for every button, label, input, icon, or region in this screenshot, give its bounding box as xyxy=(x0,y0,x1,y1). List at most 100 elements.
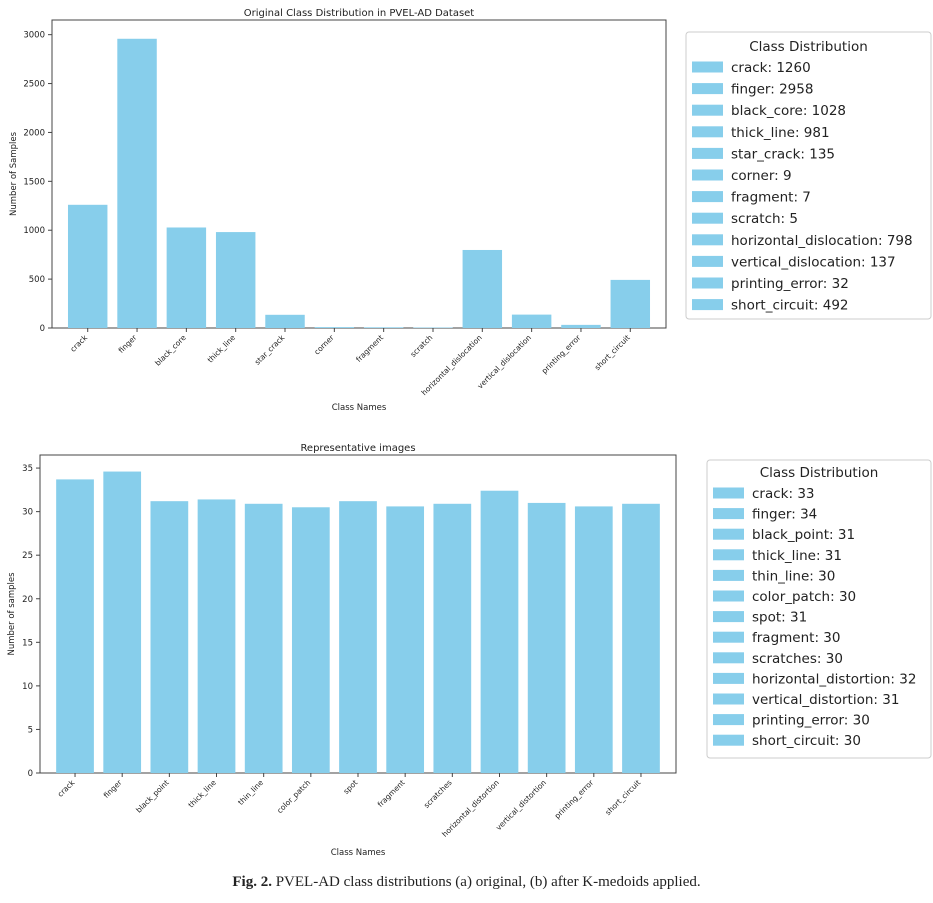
chart1-legend-swatch xyxy=(692,169,723,181)
chart2-bar-black_point xyxy=(150,501,189,773)
chart2-legend-swatch xyxy=(713,549,744,561)
chart1-bar-finger xyxy=(117,38,157,328)
chart2-xtick-label: finger xyxy=(102,777,125,800)
chart2-legend-swatch xyxy=(713,652,744,664)
chart1-legend-swatch xyxy=(692,83,723,95)
chart2-legend-entry: fragment: 30 xyxy=(752,630,840,646)
chart2-ytick-label: 25 xyxy=(22,551,33,561)
caption-label: Fig. 2. xyxy=(232,874,272,890)
chart1-bar-fragment xyxy=(363,327,404,328)
chart1-legend-swatch xyxy=(692,234,723,246)
chart2-xtick-label: short_circuit xyxy=(603,778,642,817)
chart2-legend-swatch xyxy=(713,672,744,684)
chart2-legend-swatch xyxy=(713,590,744,602)
chart1-legend-entry: vertical_dislocation: 137 xyxy=(731,254,896,270)
chart2-bar-spot xyxy=(339,501,377,773)
chart2-ytick-label: 5 xyxy=(28,725,33,735)
chart2-bar-finger xyxy=(103,471,142,773)
chart2-legend-title: Class Distribution xyxy=(760,465,879,481)
chart1-bar-black_core xyxy=(166,227,207,328)
chart2-legend-entry: scratches: 30 xyxy=(752,651,843,667)
chart2-legend-swatch xyxy=(713,611,744,623)
chart2-legend-frame xyxy=(706,459,932,759)
chart2-ytick-label: 20 xyxy=(22,595,33,605)
chart1-legend-entry: crack: 1260 xyxy=(731,60,811,76)
chart2-title: Representative images xyxy=(300,443,415,454)
chart2-xtick-label: fragment xyxy=(376,778,407,809)
chart2-xtick-label: thick_line xyxy=(186,778,218,810)
chart2-bar-horizontal_distortion xyxy=(480,490,519,773)
chart1-ytick-label: 1000 xyxy=(23,226,45,236)
chart1-legend-entry: finger: 2958 xyxy=(731,82,813,98)
chart1-bar-crack xyxy=(67,204,108,328)
chart1-xtick-label: corner xyxy=(312,332,336,356)
chart1-bar-star_crack xyxy=(265,314,305,328)
chart1-xlabel: Class Names xyxy=(332,403,387,413)
chart1-xtick-label: black_core xyxy=(153,333,188,368)
chart2-xtick-label: scratches xyxy=(422,778,454,810)
chart1-legend-swatch xyxy=(692,212,723,224)
chart1-bar-horizontal_dislocation xyxy=(462,249,503,328)
chart2-xtick-label: color_patch xyxy=(275,778,312,815)
chart2-legend-entry: short_circuit: 30 xyxy=(752,733,861,749)
chart2-xtick-label: black_point xyxy=(134,778,171,815)
chart2-legend-entry: finger: 34 xyxy=(752,507,817,523)
chart1-ytick-label: 3000 xyxy=(23,31,45,41)
chart1-ytick-label: 2000 xyxy=(23,128,45,138)
chart2-ytick-label: 10 xyxy=(22,682,33,692)
chart2-legend-entry: thick_line: 31 xyxy=(752,548,842,564)
chart2-xtick-label: spot xyxy=(342,778,360,796)
chart1-legend-entry: printing_error: 32 xyxy=(731,276,849,292)
figure: Original Class Distribution in PVEL-AD D… xyxy=(7,8,932,858)
chart2-legend-swatch xyxy=(713,631,744,643)
chart1-plot-frame xyxy=(51,19,667,329)
chart1-legend-swatch xyxy=(692,255,723,267)
chart2-legend-swatch xyxy=(713,693,744,705)
chart2-legend-swatch xyxy=(713,487,744,499)
chart2-bar-printing_error xyxy=(574,506,613,773)
chart1-xtick-label: short_circuit xyxy=(593,333,632,372)
chart1-ylabel: Number of Samples xyxy=(9,131,19,216)
chart2-legend-swatch xyxy=(713,508,744,520)
chart1-ytick-label: 0 xyxy=(40,324,45,334)
chart2-ytick-label: 0 xyxy=(28,769,33,779)
chart1-legend-swatch xyxy=(692,277,723,289)
chart1-legend-entry: short_circuit: 492 xyxy=(731,298,849,314)
chart2-ytick-label: 35 xyxy=(22,464,33,474)
chart1-legend-entry: thick_line: 981 xyxy=(731,125,830,141)
chart1-xtick-label: printing_error xyxy=(540,332,583,375)
chart2-legend-entry: black_point: 31 xyxy=(752,527,855,543)
chart2-bar-scratches xyxy=(433,503,472,773)
chart1-bar-corner xyxy=(314,327,355,328)
chart1-legend-entry: horizontal_dislocation: 798 xyxy=(731,233,913,249)
chart1-legend-swatch xyxy=(692,61,723,73)
chart1-xtick-label: crack xyxy=(68,333,89,354)
chart2-bar-vertical_distortion xyxy=(527,502,566,773)
chart1-legend-swatch xyxy=(692,126,723,138)
chart1-bar-printing_error xyxy=(561,324,601,328)
chart2-xtick-label: thin_line xyxy=(236,778,265,807)
chart1-xtick-label: thick_line xyxy=(206,333,238,365)
chart2-xtick-label: vertical_distortion xyxy=(494,778,548,832)
chart2-bar-fragment xyxy=(386,506,425,773)
chart1-xtick-label: scratch xyxy=(409,333,435,359)
chart2-legend-swatch xyxy=(713,714,744,726)
chart1-ytick-label: 1500 xyxy=(23,177,45,187)
chart2-legend-entry: spot: 31 xyxy=(752,610,807,626)
chart1-title: Original Class Distribution in PVEL-AD D… xyxy=(244,8,475,19)
chart1-xtick-label: vertical_dislocation xyxy=(476,333,534,391)
chart2-bar-thin_line xyxy=(244,503,283,773)
chart1-legend-swatch xyxy=(692,147,723,159)
chart1-legend-entry: corner: 9 xyxy=(731,168,792,184)
chart2-legend-entry: thin_line: 30 xyxy=(752,568,835,584)
caption-text: PVEL-AD class distributions (a) original… xyxy=(275,874,701,890)
chart1-legend-entry: fragment: 7 xyxy=(731,190,811,206)
chart2-bar-thick_line xyxy=(197,499,236,773)
chart2-legend-entry: printing_error: 30 xyxy=(752,713,870,729)
chart2-ylabel: Number of samples xyxy=(7,572,17,656)
chart2-bar-crack xyxy=(56,479,94,773)
chart1-ytick-label: 2500 xyxy=(23,80,45,90)
chart1-bar-short_circuit xyxy=(610,279,651,328)
chart1-ytick-label: 500 xyxy=(29,275,45,285)
chart1-legend-swatch xyxy=(692,191,723,203)
